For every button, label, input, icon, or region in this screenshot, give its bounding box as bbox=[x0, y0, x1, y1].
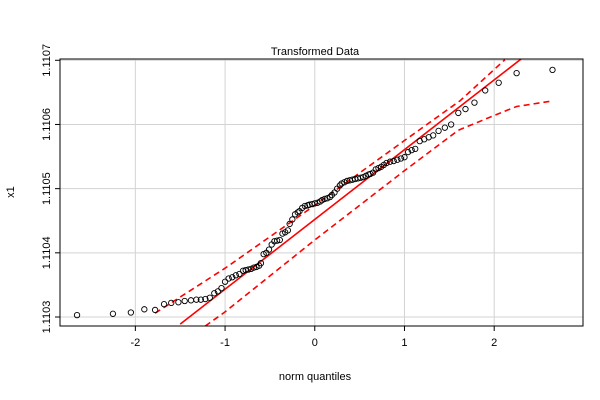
data-point bbox=[441, 124, 448, 131]
x-tick-label: -2 bbox=[130, 337, 140, 349]
data-point bbox=[265, 246, 273, 253]
data-point bbox=[168, 299, 175, 307]
data-point bbox=[383, 159, 390, 167]
data-point bbox=[462, 105, 469, 113]
y-tick-label: 1.1104 bbox=[41, 236, 53, 269]
data-point bbox=[455, 109, 462, 117]
data-point bbox=[214, 288, 222, 295]
data-point bbox=[435, 127, 442, 135]
confidence-band bbox=[154, 59, 506, 314]
data-point bbox=[294, 209, 301, 216]
data-point bbox=[211, 290, 218, 297]
data-point bbox=[73, 311, 81, 319]
data-point bbox=[206, 294, 213, 301]
data-point bbox=[336, 182, 344, 189]
data-point bbox=[250, 264, 257, 271]
y-axis-label: x1 bbox=[5, 186, 17, 198]
y-tick-label: 1.1105 bbox=[41, 172, 53, 205]
x-tick-label: 2 bbox=[491, 337, 497, 349]
data-point bbox=[386, 158, 394, 165]
data-point bbox=[160, 301, 168, 308]
reference-line bbox=[179, 59, 522, 325]
x-axis-label: norm quantiles bbox=[279, 371, 352, 383]
data-point bbox=[218, 284, 225, 292]
data-point bbox=[232, 272, 239, 279]
x-tick-label: -1 bbox=[220, 337, 230, 349]
data-point bbox=[401, 154, 408, 161]
data-point bbox=[109, 310, 117, 317]
plot-area bbox=[73, 59, 556, 326]
confidence-band bbox=[204, 100, 550, 326]
y-tick-label: 1.1107 bbox=[41, 44, 53, 77]
data-point bbox=[276, 236, 283, 244]
data-point bbox=[394, 156, 401, 163]
data-point bbox=[447, 121, 455, 128]
data-point bbox=[549, 66, 556, 74]
y-tick-label: 1.1106 bbox=[41, 108, 53, 141]
data-point bbox=[289, 216, 296, 223]
data-point bbox=[471, 99, 478, 106]
data-point bbox=[229, 274, 236, 281]
data-point bbox=[127, 309, 135, 316]
chart-title: Transformed Data bbox=[271, 46, 360, 58]
y-tick-label: 1.1103 bbox=[41, 301, 53, 334]
data-point bbox=[181, 297, 188, 305]
data-point bbox=[245, 266, 252, 273]
x-tick-label: 0 bbox=[312, 337, 318, 349]
data-point bbox=[151, 306, 159, 314]
axes: -2 -1 0 1 2 1.1103 1.1104 1.1105 1.1106 1.1107 bbox=[41, 44, 497, 349]
data-point bbox=[482, 87, 489, 94]
data-point bbox=[495, 79, 502, 86]
data-point bbox=[357, 174, 364, 181]
data-point bbox=[141, 306, 148, 313]
data-point bbox=[286, 220, 293, 228]
data-point bbox=[236, 270, 243, 278]
data-point bbox=[284, 227, 292, 234]
data-point bbox=[326, 193, 334, 201]
data-point bbox=[404, 148, 412, 156]
x-tick-label: 1 bbox=[401, 337, 407, 349]
data-point bbox=[225, 275, 232, 282]
data-point bbox=[397, 155, 405, 162]
data-point bbox=[175, 299, 182, 306]
data-point bbox=[301, 202, 309, 210]
data-point bbox=[513, 69, 520, 77]
data-point bbox=[412, 145, 419, 153]
data-point bbox=[221, 278, 229, 285]
data-point bbox=[197, 296, 204, 303]
plot-frame bbox=[59, 58, 584, 327]
data-point bbox=[390, 157, 397, 165]
data-point bbox=[408, 146, 415, 154]
data-point bbox=[311, 200, 318, 207]
data-point bbox=[321, 195, 328, 203]
data-point bbox=[193, 296, 200, 303]
data-point bbox=[430, 132, 437, 139]
data-point bbox=[257, 259, 265, 267]
grid bbox=[60, 59, 583, 326]
data-point bbox=[273, 237, 281, 244]
data-point bbox=[202, 295, 209, 303]
